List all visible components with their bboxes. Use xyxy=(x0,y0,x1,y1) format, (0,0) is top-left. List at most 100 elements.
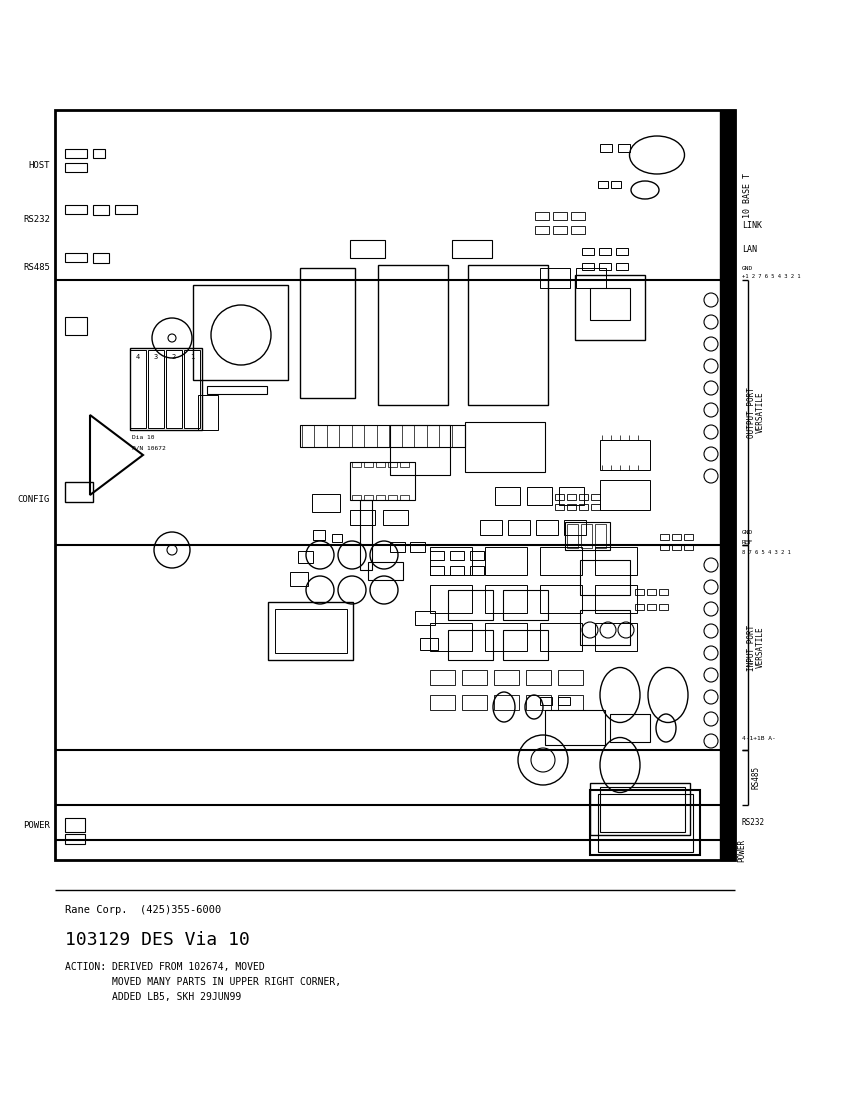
Text: RS232: RS232 xyxy=(23,216,50,224)
Bar xyxy=(470,566,484,575)
Text: MOVED MANY PARTS IN UPPER RIGHT CORNER,: MOVED MANY PARTS IN UPPER RIGHT CORNER, xyxy=(65,977,341,987)
Bar xyxy=(535,226,549,234)
Text: ADDED LB5, SKH 29JUN99: ADDED LB5, SKH 29JUN99 xyxy=(65,992,241,1002)
Text: POWER: POWER xyxy=(23,821,50,829)
Bar xyxy=(564,520,586,535)
Bar xyxy=(580,560,630,595)
Bar xyxy=(430,670,455,685)
Bar xyxy=(672,544,681,550)
Text: INPUT PORT: INPUT PORT xyxy=(747,625,756,671)
Bar xyxy=(599,248,611,255)
Bar xyxy=(430,566,444,575)
Bar xyxy=(590,790,700,855)
Bar xyxy=(616,248,628,255)
Bar xyxy=(290,572,308,586)
Text: 4-1+1B A-: 4-1+1B A- xyxy=(742,736,776,740)
Bar xyxy=(571,226,585,234)
Bar xyxy=(545,710,605,745)
Text: Rane Corp.  (425)355-6000: Rane Corp. (425)355-6000 xyxy=(65,905,221,915)
Text: Dia 10: Dia 10 xyxy=(132,434,155,440)
Bar xyxy=(300,268,355,398)
Bar xyxy=(600,144,612,152)
Bar xyxy=(580,610,630,645)
Bar xyxy=(582,248,594,255)
Bar xyxy=(465,422,545,472)
Text: 103129 DES Via 10: 103129 DES Via 10 xyxy=(65,931,250,949)
Text: 2: 2 xyxy=(172,354,176,360)
Bar xyxy=(684,534,693,540)
Text: LAN: LAN xyxy=(742,245,757,254)
Bar xyxy=(595,623,637,651)
Bar xyxy=(65,205,87,214)
Bar xyxy=(567,524,578,548)
Bar xyxy=(598,182,608,188)
Bar xyxy=(332,534,342,542)
Bar xyxy=(93,205,109,214)
Bar xyxy=(275,609,347,653)
Bar xyxy=(65,253,87,262)
Bar xyxy=(616,263,628,270)
Bar xyxy=(590,783,690,835)
Bar xyxy=(660,544,669,550)
Bar xyxy=(540,585,582,613)
Bar xyxy=(503,630,548,660)
Bar xyxy=(553,212,567,220)
Bar xyxy=(388,462,397,468)
Bar xyxy=(450,566,464,575)
Bar xyxy=(268,602,353,660)
Bar xyxy=(207,386,267,394)
Bar xyxy=(575,275,645,340)
Bar xyxy=(618,144,630,152)
Bar xyxy=(55,110,735,860)
Bar xyxy=(65,818,85,832)
Bar xyxy=(660,534,669,540)
Bar xyxy=(647,588,656,595)
Bar xyxy=(388,495,397,500)
Bar xyxy=(567,504,576,510)
Text: VERSATILE: VERSATILE xyxy=(756,392,764,433)
Bar xyxy=(364,495,373,500)
Bar xyxy=(720,110,735,860)
Bar xyxy=(598,794,693,852)
Text: 3: 3 xyxy=(154,354,158,360)
Bar xyxy=(400,462,409,468)
Bar xyxy=(559,487,584,505)
Bar xyxy=(410,542,425,552)
Text: ACTION: DERIVED FROM 102674, MOVED: ACTION: DERIVED FROM 102674, MOVED xyxy=(65,962,264,972)
Bar xyxy=(313,530,325,540)
Bar xyxy=(360,500,372,570)
Bar xyxy=(350,240,385,258)
Bar xyxy=(600,440,650,470)
Bar xyxy=(659,604,668,611)
Text: 1: 1 xyxy=(190,354,194,360)
Bar xyxy=(462,695,487,710)
Bar xyxy=(300,425,465,447)
Bar xyxy=(595,547,637,575)
Bar xyxy=(65,317,87,336)
Bar xyxy=(672,534,681,540)
Bar xyxy=(527,487,552,505)
Bar xyxy=(558,670,583,685)
Bar xyxy=(352,462,361,468)
Bar xyxy=(193,285,288,380)
Bar xyxy=(600,786,685,832)
Bar xyxy=(611,182,621,188)
Bar xyxy=(565,522,610,550)
Bar xyxy=(93,148,105,158)
Bar xyxy=(415,610,435,625)
Bar xyxy=(130,348,202,430)
Bar xyxy=(352,495,361,500)
Bar xyxy=(130,350,146,428)
Bar xyxy=(567,494,576,501)
Bar xyxy=(65,163,87,172)
Bar xyxy=(430,695,455,710)
Bar xyxy=(184,350,200,428)
Bar xyxy=(468,265,548,405)
Bar xyxy=(65,148,87,158)
Bar xyxy=(579,504,588,510)
Bar xyxy=(540,623,582,651)
Bar xyxy=(647,604,656,611)
Bar xyxy=(494,695,519,710)
Text: RS485: RS485 xyxy=(23,264,50,273)
Text: P/N 10672: P/N 10672 xyxy=(132,446,166,450)
